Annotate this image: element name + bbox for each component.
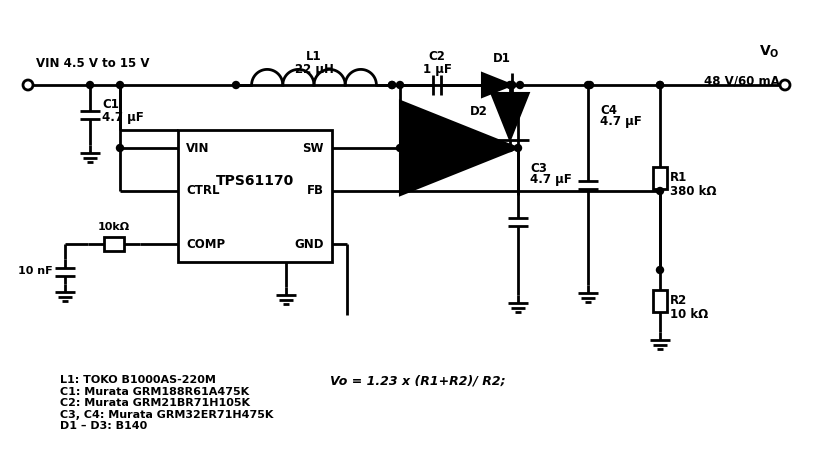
Circle shape bbox=[396, 144, 404, 152]
Text: L1: L1 bbox=[306, 50, 322, 63]
Text: FB: FB bbox=[307, 184, 324, 198]
Text: 10kΩ: 10kΩ bbox=[98, 222, 130, 232]
Text: C1: C1 bbox=[102, 99, 119, 112]
Text: R2: R2 bbox=[670, 294, 687, 307]
Circle shape bbox=[657, 81, 663, 89]
Text: D1: D1 bbox=[493, 52, 511, 65]
Bar bbox=[104, 237, 124, 251]
Circle shape bbox=[389, 81, 395, 89]
Text: R1: R1 bbox=[670, 171, 687, 184]
Circle shape bbox=[509, 81, 515, 89]
Circle shape bbox=[780, 80, 790, 90]
Circle shape bbox=[506, 81, 514, 89]
Text: C4: C4 bbox=[600, 104, 617, 117]
Circle shape bbox=[117, 81, 123, 89]
Text: VIN: VIN bbox=[186, 141, 209, 154]
Circle shape bbox=[517, 81, 523, 89]
Text: SW: SW bbox=[303, 141, 324, 154]
Text: 4.7 μF: 4.7 μF bbox=[530, 174, 571, 186]
Text: VIN 4.5 V to 15 V: VIN 4.5 V to 15 V bbox=[36, 57, 150, 70]
Circle shape bbox=[396, 81, 404, 89]
Text: 22 μH: 22 μH bbox=[294, 63, 333, 76]
Text: COMP: COMP bbox=[186, 238, 225, 251]
Circle shape bbox=[87, 81, 93, 89]
Text: CTRL: CTRL bbox=[186, 184, 219, 198]
Text: 10 nF: 10 nF bbox=[18, 266, 53, 276]
Text: L1: TOKO B1000AS-220M
C1: Murata GRM188R61A475K
C2: Murata GRM21BR71H105K
C3, C4: L1: TOKO B1000AS-220M C1: Murata GRM188R… bbox=[60, 375, 274, 432]
Text: 48 V/60 mA: 48 V/60 mA bbox=[705, 75, 780, 88]
Text: GND: GND bbox=[294, 238, 324, 251]
Bar bbox=[653, 166, 667, 189]
Circle shape bbox=[117, 144, 123, 152]
Circle shape bbox=[657, 266, 663, 274]
Text: $\mathbf{V_O}$: $\mathbf{V_O}$ bbox=[759, 44, 780, 60]
Circle shape bbox=[657, 81, 663, 89]
Text: 4.7 μF: 4.7 μF bbox=[600, 116, 642, 129]
Text: D2: D2 bbox=[470, 105, 488, 118]
Text: 1 μF: 1 μF bbox=[423, 63, 452, 76]
Circle shape bbox=[586, 81, 594, 89]
Circle shape bbox=[514, 144, 522, 152]
Circle shape bbox=[232, 81, 240, 89]
Text: 10 kΩ: 10 kΩ bbox=[670, 309, 708, 321]
Text: TPS61170: TPS61170 bbox=[216, 174, 294, 188]
Text: D3: D3 bbox=[405, 117, 423, 130]
Bar bbox=[653, 290, 667, 312]
Text: C2: C2 bbox=[428, 50, 446, 63]
Circle shape bbox=[657, 188, 663, 194]
Circle shape bbox=[23, 80, 33, 90]
Text: 4.7 μF: 4.7 μF bbox=[102, 111, 144, 123]
Circle shape bbox=[585, 81, 591, 89]
Bar bbox=[178, 130, 332, 262]
Circle shape bbox=[509, 81, 515, 89]
Text: C3: C3 bbox=[530, 162, 547, 175]
Circle shape bbox=[506, 144, 514, 152]
Polygon shape bbox=[491, 93, 528, 140]
Polygon shape bbox=[400, 101, 518, 195]
Text: Vo = 1.23 x (R1+R2)/ R2;: Vo = 1.23 x (R1+R2)/ R2; bbox=[330, 375, 505, 388]
Polygon shape bbox=[482, 73, 512, 97]
Circle shape bbox=[389, 81, 395, 89]
Text: 380 kΩ: 380 kΩ bbox=[670, 185, 716, 198]
